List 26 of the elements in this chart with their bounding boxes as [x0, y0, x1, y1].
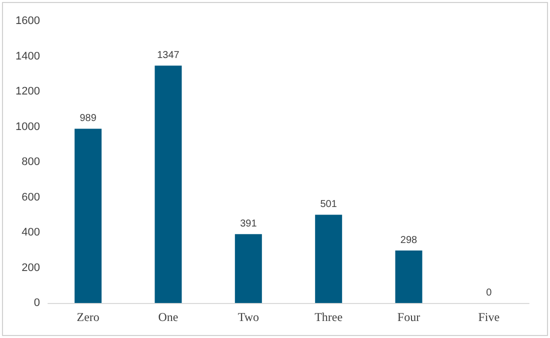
- x-tick-label: Two: [238, 310, 260, 324]
- x-tick-label: Three: [314, 310, 343, 324]
- x-tick-label: Zero: [76, 310, 100, 324]
- data-label: 0: [486, 288, 492, 298]
- data-label: 501: [320, 199, 338, 210]
- data-label: 298: [400, 234, 418, 246]
- bar: [395, 250, 422, 303]
- x-tick-label: Four: [397, 310, 420, 324]
- y-tick-label: 1600: [16, 15, 40, 27]
- y-tick-label: 600: [22, 191, 40, 204]
- y-tick-label: 1400: [16, 50, 40, 62]
- y-tick-label: 200: [22, 262, 40, 274]
- y-tick-label: 800: [22, 156, 40, 168]
- x-tick-label: Five: [478, 310, 500, 324]
- data-label: 1347: [157, 50, 180, 62]
- y-tick-label: 0: [34, 297, 40, 309]
- bar: [74, 128, 102, 303]
- data-label: 989: [80, 113, 97, 124]
- y-tick-label: 1000: [16, 120, 40, 133]
- y-tick-label: 400: [22, 226, 40, 238]
- bar: [154, 66, 182, 303]
- data-label: 391: [240, 218, 258, 230]
- bar: [234, 234, 262, 303]
- y-tick-label: 1200: [16, 86, 40, 98]
- bar: [315, 214, 342, 303]
- x-tick-label: One: [158, 310, 178, 324]
